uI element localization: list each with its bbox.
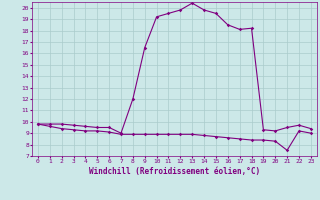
X-axis label: Windchill (Refroidissement éolien,°C): Windchill (Refroidissement éolien,°C) bbox=[89, 167, 260, 176]
